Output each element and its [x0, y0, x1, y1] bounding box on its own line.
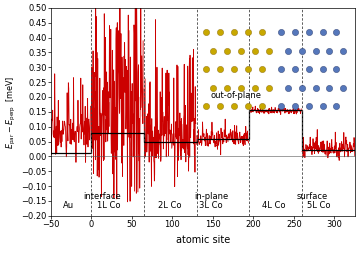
- Text: 2L Co: 2L Co: [158, 201, 182, 210]
- X-axis label: atomic site: atomic site: [176, 235, 230, 244]
- Text: interface: interface: [84, 192, 122, 201]
- Text: out-of-plane: out-of-plane: [210, 91, 261, 100]
- Text: 3L Co: 3L Co: [199, 201, 223, 210]
- Text: 5L Co: 5L Co: [307, 201, 330, 210]
- Text: 4L Co: 4L Co: [262, 201, 285, 210]
- Text: Au: Au: [63, 201, 74, 210]
- Text: 1L Co: 1L Co: [97, 201, 121, 210]
- Text: surface: surface: [296, 192, 327, 201]
- Text: in-plane: in-plane: [194, 192, 228, 201]
- Y-axis label: $E_{\rm par} - E_{\rm perp}$  [meV]: $E_{\rm par} - E_{\rm perp}$ [meV]: [5, 75, 18, 148]
